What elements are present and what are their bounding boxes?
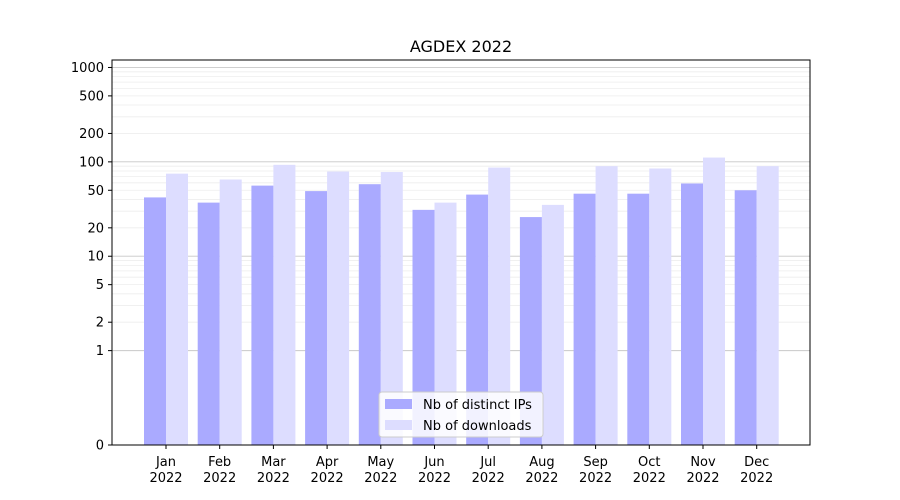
bar-downloads-3 [327, 171, 350, 445]
y-tick-label: 500 [79, 89, 104, 104]
x-tick-label: Aug 2022 [525, 455, 558, 486]
bar-downloads-0 [166, 173, 188, 446]
legend-label: Nb of downloads [423, 419, 532, 434]
x-tick-label: Nov 2022 [686, 455, 719, 486]
y-tick-label: 0 [96, 439, 104, 454]
bar-distinct-ips-10 [681, 183, 703, 446]
bar-distinct-ips-8 [573, 193, 596, 445]
x-tick-label: Oct 2022 [633, 455, 666, 486]
chart-title: AGDEX 2022 [410, 37, 512, 56]
legend-swatch [385, 420, 412, 430]
bar-downloads-2 [273, 164, 296, 445]
legend-swatch [385, 399, 412, 409]
bar-downloads-11 [756, 166, 779, 445]
bars-layer [144, 157, 779, 446]
y-tick-label: 2 [96, 316, 104, 331]
bar-distinct-ips-2 [251, 185, 274, 445]
legend: Nb of distinct IPs Nb of downloads [378, 391, 544, 438]
y-tick-label: 50 [87, 184, 104, 199]
x-tick-label: Jun 2022 [418, 455, 451, 486]
y-tick-label: 200 [79, 127, 104, 142]
x-tick-label: May 2022 [364, 455, 397, 486]
bar-downloads-9 [649, 168, 672, 445]
bar-downloads-10 [703, 157, 725, 446]
bar-downloads-7 [541, 204, 564, 445]
bar-downloads-5 [434, 202, 457, 445]
x-axis: Jan 2022 Feb 2022 Mar 2022 Apr 2022 May 2022 Jun 20… [149, 445, 773, 486]
bar-downloads-6 [488, 167, 511, 445]
y-tick-label: 10 [87, 250, 104, 265]
y-tick-label: 1 [96, 344, 104, 359]
x-tick-label: Sep 2022 [579, 455, 612, 486]
bar-distinct-ips-9 [627, 193, 650, 445]
y-tick-label: 5 [96, 278, 104, 293]
x-tick-label: Jan 2022 [149, 455, 182, 486]
bar-distinct-ips-4 [358, 184, 381, 445]
bar-distinct-ips-3 [305, 191, 328, 445]
x-tick-label: Apr 2022 [311, 455, 344, 486]
y-axis: 0 1 2 5 10 20 50 100 200 500 1000 [71, 61, 112, 454]
bar-distinct-ips-7 [519, 217, 542, 445]
x-tick-label: Mar 2022 [257, 455, 290, 486]
bar-downloads-1 [219, 179, 242, 445]
y-tick-label: 100 [79, 155, 104, 170]
legend-box [378, 391, 544, 438]
x-tick-label: Jul 2022 [472, 455, 505, 486]
y-tick-label: 20 [87, 221, 104, 236]
plot-frame [111, 59, 811, 446]
legend-label: Nb of distinct IPs [423, 398, 532, 413]
bar-downloads-8 [595, 166, 618, 445]
y-tick-label: 1000 [71, 61, 104, 76]
bar-distinct-ips-5 [412, 209, 435, 445]
x-tick-label: Feb 2022 [203, 455, 236, 486]
x-tick-label: Dec 2022 [740, 455, 773, 486]
bar-distinct-ips-11 [734, 190, 757, 445]
bar-distinct-ips-1 [197, 202, 220, 445]
bar-downloads-4 [380, 172, 403, 445]
bar-distinct-ips-6 [466, 194, 489, 445]
bar-distinct-ips-0 [144, 197, 166, 445]
